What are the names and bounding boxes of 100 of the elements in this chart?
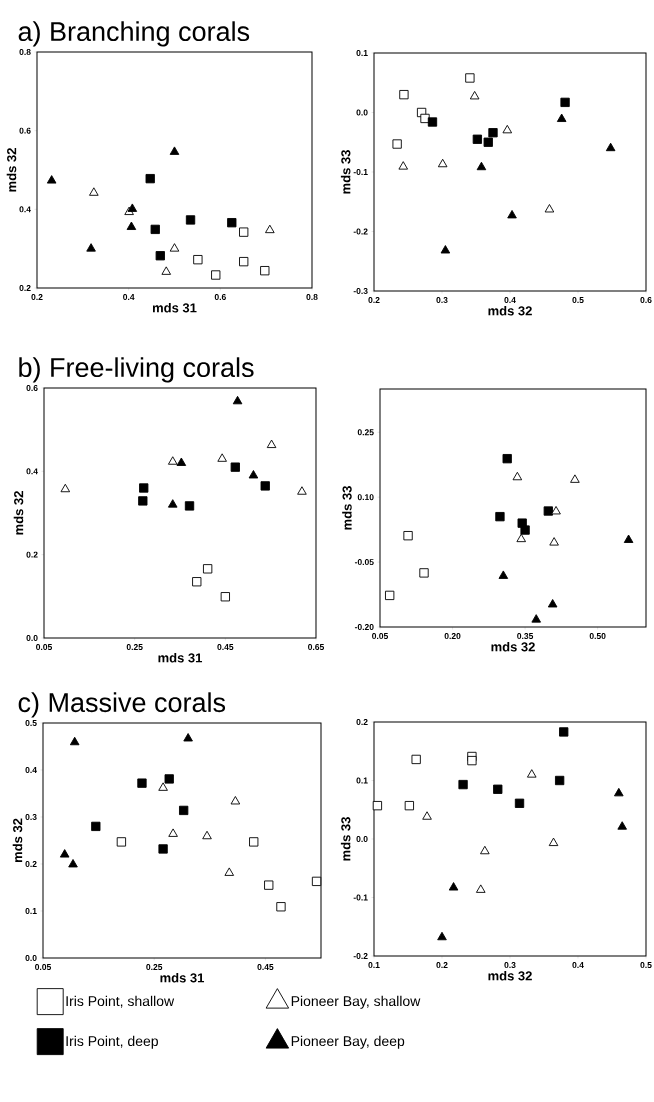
y-axis-title: mds 32 [6, 148, 17, 192]
point [265, 224, 275, 234]
legend-label: Iris Point, shallow [66, 995, 175, 1008]
x-axis-title: mds 31 [152, 302, 197, 313]
point [167, 456, 178, 465]
point [46, 175, 57, 184]
x-tick-label: 0.05 [372, 633, 389, 640]
y-tick-label: -0.3 [353, 287, 368, 294]
y-tick-label: -0.1 [353, 894, 368, 901]
y-axis-title: mds 32 [13, 491, 24, 535]
point [89, 187, 99, 196]
x-tick-label: 0.45 [257, 964, 274, 971]
point [264, 880, 274, 890]
point [232, 395, 243, 405]
y-tick-label: 0.2 [26, 551, 38, 558]
x-tick-label: 0.65 [308, 644, 325, 651]
point [605, 142, 616, 152]
legend-label: Pioneer Bay, shallow [291, 995, 421, 1009]
point [420, 113, 430, 124]
y-axis-title: mds 33 [340, 817, 351, 861]
point [203, 564, 213, 574]
point [230, 462, 240, 472]
point [68, 859, 78, 868]
point [155, 251, 165, 261]
point [158, 782, 168, 791]
y-tick-label: 0.2 [19, 284, 31, 291]
x-tick-label: 0.45 [217, 644, 234, 651]
point [559, 727, 569, 737]
point [248, 470, 259, 479]
point [137, 778, 147, 788]
point [176, 457, 187, 466]
point [493, 784, 503, 794]
x-tick-label: 0.05 [35, 964, 52, 971]
x-tick-label: 0.2 [368, 297, 380, 304]
y-tick-label: 0.10 [357, 494, 374, 501]
point [488, 128, 498, 138]
point [404, 801, 415, 811]
point [437, 158, 448, 168]
point [266, 439, 277, 449]
point [184, 501, 195, 511]
point [556, 113, 567, 122]
point [392, 139, 402, 149]
point [516, 533, 526, 543]
point [220, 592, 230, 602]
point [514, 798, 525, 808]
point [469, 90, 480, 100]
y-tick-label: 0.1 [356, 777, 368, 784]
y-tick-label: 0.4 [26, 468, 38, 475]
point [260, 266, 270, 276]
point [239, 227, 249, 237]
y-axis-title: mds 33 [340, 150, 351, 194]
point [116, 837, 127, 847]
point [547, 599, 558, 608]
point [551, 506, 561, 515]
point [158, 844, 168, 854]
point [59, 849, 70, 858]
y-tick-label: 0.0 [356, 835, 368, 842]
point [224, 867, 235, 876]
point [91, 821, 101, 832]
point [520, 525, 530, 535]
x-tick-label: 0.20 [444, 633, 461, 640]
point [458, 779, 468, 790]
point [570, 474, 580, 483]
point [512, 471, 523, 481]
point [192, 577, 202, 587]
point [465, 73, 475, 83]
point [483, 137, 493, 147]
point [467, 755, 477, 766]
y-axis-title: mds 32 [12, 818, 23, 863]
x-tick-label: 0.5 [572, 297, 584, 304]
x-tick-label: 0.4 [504, 297, 516, 304]
y-tick-label: 0.0 [356, 109, 368, 116]
y-tick-label: 0.6 [26, 384, 38, 391]
point [411, 754, 421, 765]
point [86, 243, 96, 252]
y-tick-label: 0.2 [25, 860, 37, 867]
y-tick-label: -0.1 [353, 168, 368, 175]
x-tick-label: 0.4 [572, 962, 584, 969]
x-tick-label: 0.25 [126, 644, 143, 651]
point [560, 97, 570, 108]
point [69, 736, 80, 746]
point [150, 224, 160, 235]
point [526, 769, 537, 778]
y-tick-label: 0.25 [357, 429, 374, 436]
x-axis-title: mds 32 [488, 305, 532, 316]
y-tick-label: 0.2 [356, 718, 368, 725]
x-tick-label: 0.50 [589, 633, 606, 640]
point [399, 89, 409, 100]
point [475, 884, 486, 893]
x-tick-label: 0.2 [31, 294, 43, 301]
x-tick-label: 0.6 [214, 294, 226, 301]
point [139, 483, 149, 493]
point [422, 811, 432, 820]
legend-label: Pioneer Bay, deep [291, 1035, 405, 1049]
y-axis-title: mds 33 [342, 486, 352, 530]
point [276, 902, 286, 912]
y-tick-label: -0.20 [354, 623, 374, 630]
point [127, 203, 138, 212]
x-axis-title: mds 32 [488, 970, 532, 981]
x-tick-label: 0.3 [504, 962, 516, 969]
